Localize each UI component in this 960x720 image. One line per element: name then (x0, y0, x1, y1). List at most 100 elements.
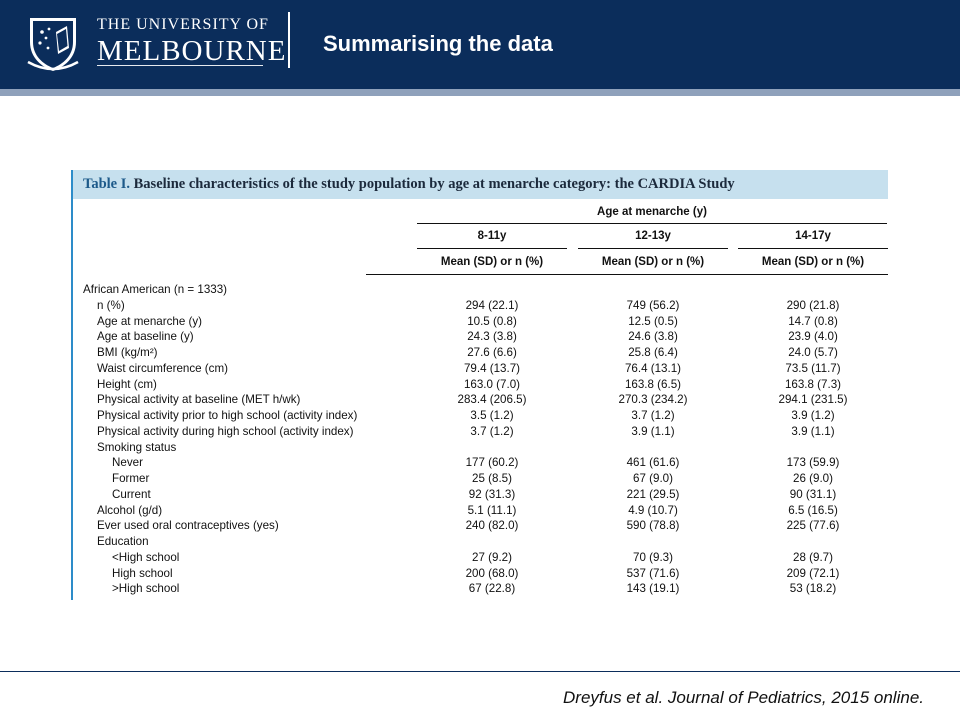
row-label: Current (112, 487, 151, 501)
table-row: Physical activity prior to high school (… (71, 409, 888, 425)
table-cell: 209 (72.1) (786, 566, 840, 580)
row-label: BMI (kg/m²) (97, 346, 158, 359)
row-label: Age at baseline (y) (97, 330, 194, 344)
table-cell: 590 (78.8) (626, 519, 680, 533)
citation: Dreyfus et al. Journal of Pediatrics, 20… (563, 688, 924, 707)
table-cell: 70 (9.3) (633, 550, 673, 564)
column-subheader-2: Mean (SD) or n (%) (601, 256, 705, 268)
table-cell: 90 (31.1) (789, 487, 837, 501)
header-divider (288, 12, 290, 68)
university-crest-icon (27, 18, 79, 71)
table-cell: 240 (82.0) (465, 519, 519, 533)
table-row: BMI (kg/m²) 27.6 (6.6) 25.8 (6.4) 24.0 (5.7… (71, 346, 888, 362)
table-row: Physical activity during high school (ac… (71, 425, 888, 441)
column-subheader-3: Mean (SD) or n (%) (761, 256, 865, 268)
university-name-line1: THE UNIVERSITY OF (97, 16, 269, 33)
table-cell: 177 (60.2) (465, 456, 519, 470)
table-row: >High school 67 (22.8) 143 (19.1) 53 (18.2) (71, 582, 888, 598)
table-row: Physical activity at baseline (MET h/wk)… (71, 393, 888, 409)
table-cell: 28 (9.7) (793, 550, 833, 564)
header-bottom-rule (366, 274, 888, 275)
table-cell: 25.8 (6.4) (628, 346, 678, 359)
table-row: Current 92 (31.3) 221 (29.5) 90 (31.1) (71, 488, 888, 504)
column-group-header: Age at menarche (y) (597, 206, 707, 218)
row-label: Waist circumference (cm) (97, 361, 228, 375)
table-cell: 5.1 (11.1) (467, 503, 517, 517)
table-body: African American (n = 1333) n (%) 294 (22.… (71, 283, 888, 598)
table-cell: 225 (77.6) (786, 519, 840, 533)
table-row: African American (n = 1333) (71, 283, 888, 299)
table-row: Education (71, 535, 888, 551)
table-row: n (%) 294 (22.1) 749 (56.2) 290 (21.8) (71, 299, 888, 315)
table-cell: 163.8 (7.3) (784, 377, 842, 391)
table-cell: 3.9 (1.2) (791, 409, 835, 422)
row-label: Alcohol (g/d) (97, 503, 163, 517)
table-cell: 290 (21.8) (786, 298, 840, 312)
table-cell: 3.9 (1.1) (791, 424, 835, 438)
footer-rule (0, 671, 960, 672)
table-cell: 6.5 (16.5) (788, 503, 838, 517)
table-cell: 163.8 (6.5) (624, 377, 682, 391)
table-cell: 537 (71.6) (626, 566, 680, 580)
table-cell: 12.5 (0.5) (628, 314, 678, 328)
table-cell: 4.9 (10.7) (628, 503, 678, 517)
logo-underline (97, 65, 263, 66)
column-subheader-1: Mean (SD) or n (%) (440, 256, 544, 268)
table-cell: 3.7 (1.2) (470, 424, 514, 438)
group-header-rule (417, 223, 887, 224)
table-cell: 294.1 (231.5) (778, 393, 848, 407)
table-cell: 27 (9.2) (472, 550, 512, 564)
table-row: Waist circumference (cm) 79.4 (13.7) 76.4 … (71, 362, 888, 378)
table-cell: 10.5 (0.8) (467, 314, 517, 328)
row-label: Never (112, 456, 143, 470)
table-cell: 67 (22.8) (468, 582, 516, 596)
table-cell: 749 (56.2) (626, 298, 680, 312)
table-cell: 79.4 (13.7) (463, 361, 521, 375)
column-rule-3 (738, 248, 888, 249)
table-row: <High school 27 (9.2) 70 (9.3) 28 (9.7) (71, 551, 888, 567)
table-cell: 27.6 (6.6) (467, 346, 517, 359)
table-cell: 14.7 (0.8) (788, 314, 838, 328)
row-label: Age at menarche (y) (97, 314, 203, 328)
table-cell: 294 (22.1) (465, 298, 519, 312)
table-cell: 173 (59.9) (786, 456, 840, 470)
row-label: <High school (112, 550, 180, 564)
table-cell: 73.5 (11.7) (785, 361, 841, 375)
table-cell: 24.6 (3.8) (628, 330, 678, 344)
table-caption-band: Table I. Baseline characteristics of the… (73, 170, 888, 199)
table-cell: 283.4 (206.5) (457, 393, 527, 407)
table-cell: 3.7 (1.2) (631, 409, 675, 422)
row-label: Education (97, 535, 149, 548)
row-label: Former (112, 472, 150, 485)
row-label: Physical activity prior to high school (… (97, 409, 358, 422)
table-row: High school 200 (68.0) 537 (71.6) 209 (72.1… (71, 567, 888, 583)
table-caption-text: Baseline characteristics of the study po… (133, 176, 735, 192)
table-label: Table I. (83, 176, 131, 192)
table-figure: Table I. Baseline characteristics of the… (71, 170, 888, 600)
column-header-12-13y: 12-13y (635, 230, 671, 242)
table-cell: 23.9 (4.0) (788, 330, 838, 344)
table-row: Age at baseline (y) 24.3 (3.8) 24.6 (3.8) 2… (71, 330, 888, 346)
table-row: Never 177 (60.2) 461 (61.6) 173 (59.9) (71, 456, 888, 472)
row-label: Smoking status (97, 440, 177, 454)
row-label: >High school (112, 582, 180, 596)
row-label: Physical activity during high school (ac… (97, 424, 354, 438)
table-row: Height (cm) 163.0 (7.0) 163.8 (6.5) 163.8 (… (71, 378, 888, 394)
column-header-8-11y: 8-11y (477, 230, 507, 242)
header-band: THE UNIVERSITY OF MELBOURNE Summarising … (0, 0, 960, 89)
table-cell: 76.4 (13.1) (624, 361, 682, 375)
table-cell: 92 (31.3) (468, 487, 516, 501)
table-row: Age at menarche (y) 10.5 (0.8) 12.5 (0.5) 1… (71, 315, 888, 331)
table-cell: 24.0 (5.7) (788, 346, 838, 359)
table-cell: 221 (29.5) (626, 487, 680, 501)
table-cell: 270.3 (234.2) (618, 393, 688, 407)
table-row: Ever used oral contraceptives (yes) 240 (… (71, 519, 888, 535)
table-cell: 53 (18.2) (789, 582, 837, 596)
table-row: Former 25 (8.5) 67 (9.0) 26 (9.0) (71, 472, 888, 488)
table-row: Alcohol (g/d) 5.1 (11.1) 4.9 (10.7) 6.5 (16… (71, 504, 888, 520)
table-left-rule (71, 170, 73, 600)
table-cell: 3.9 (1.1) (631, 424, 675, 438)
table-cell: 26 (9.0) (793, 472, 833, 485)
row-label: n (%) (97, 298, 125, 312)
row-label: African American (n = 1333) (83, 283, 228, 296)
